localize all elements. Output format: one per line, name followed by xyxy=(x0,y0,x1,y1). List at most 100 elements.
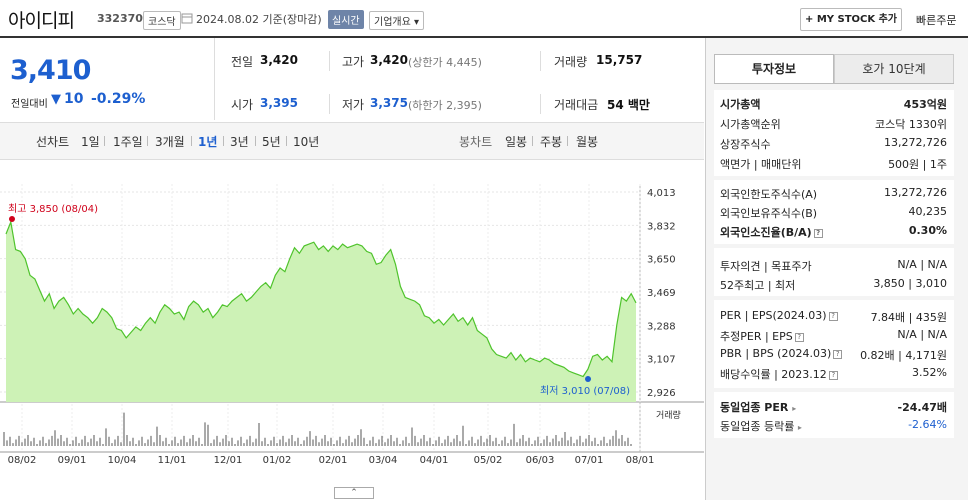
prev-close-label: 전일 xyxy=(231,55,254,69)
listed-shares-value: 13,272,726 xyxy=(884,136,947,149)
help-icon[interactable]: ? xyxy=(794,332,804,342)
high-label: 고가 xyxy=(342,55,365,69)
x-tick-label: 02/01 xyxy=(319,455,348,466)
volume-label: 거래량 xyxy=(656,409,681,421)
foreign-limit-label: 외국인한도주식수(A) xyxy=(720,188,818,201)
foreign-ratio-label: 외국인소진율(B/A)? xyxy=(720,224,823,240)
market-cap-rank-label: 시가총액순위 xyxy=(720,118,781,131)
calendar-icon xyxy=(181,13,193,24)
y-tick-label: 3,469 xyxy=(647,288,676,299)
per-eps-value: 7.84배 | 435원 xyxy=(870,311,947,324)
help-icon[interactable]: ? xyxy=(833,349,843,359)
period-3y[interactable]: 3년 xyxy=(230,135,249,149)
foreign-section xyxy=(714,180,954,244)
market-tag: 코스닥 xyxy=(143,11,181,30)
company-info-dropdown[interactable]: 기업개요 ▾ xyxy=(369,11,424,30)
52w-value: 3,850 | 3,010 xyxy=(873,277,947,290)
down-arrow-icon: ▼ xyxy=(51,92,61,107)
price-chart[interactable]: 4,013 3,832 3,650 3,469 3,288 3,107 2,926 08/0… xyxy=(0,170,704,486)
help-icon[interactable]: ? xyxy=(828,370,838,380)
realtime-badge[interactable]: 실시간 xyxy=(328,10,364,29)
stock-name: 아이디피 xyxy=(8,10,75,32)
low-marker xyxy=(585,376,591,382)
quote-divider xyxy=(329,51,330,71)
x-tick-label: 06/03 xyxy=(526,455,555,466)
y-tick-label: 3,107 xyxy=(647,355,676,366)
volume-label: 거래량 xyxy=(554,55,588,69)
low-value: 3,375 xyxy=(370,96,408,110)
quote-divider xyxy=(329,94,330,114)
foreign-ratio-value: 0.30% xyxy=(908,224,947,237)
foreign-held-value: 40,235 xyxy=(908,205,948,218)
amount-label: 거래대금 xyxy=(554,98,599,112)
x-tick-label: 05/02 xyxy=(474,455,503,466)
low-annotation: 최저 3,010 (07/08) xyxy=(540,385,630,397)
price-line xyxy=(5,219,637,378)
candle-monthly[interactable]: 월봉 xyxy=(576,135,599,149)
period-separator xyxy=(567,136,568,146)
period-bar xyxy=(0,122,704,160)
candle-daily[interactable]: 일봉 xyxy=(505,135,528,149)
period-1y[interactable]: 1년 xyxy=(198,135,218,149)
period-separator xyxy=(286,136,287,146)
high-annotation: 최고 3,850 (08/04) xyxy=(8,203,98,215)
par-value-label: 액면가 | 매매단위 xyxy=(720,158,802,171)
change-value: 10 xyxy=(64,91,84,107)
sector-per-value: -24.47배 xyxy=(897,401,947,414)
period-separator xyxy=(255,136,256,146)
upper-limit: (상한가 4,445) xyxy=(408,56,482,69)
tab-invest-info[interactable]: 투자정보 xyxy=(714,54,834,84)
valuation-section xyxy=(714,300,954,388)
foreign-limit-value: 13,272,726 xyxy=(884,186,947,199)
market-cap-rank-value: 코스닥 1330위 xyxy=(875,118,947,131)
low-label: 저가 xyxy=(342,98,365,112)
tab-order-book[interactable]: 호가 10단계 xyxy=(834,54,954,84)
high-marker xyxy=(9,216,15,222)
y-tick-label: 3,650 xyxy=(647,255,676,266)
x-tick-label: 10/04 xyxy=(108,455,137,466)
par-value-value: 500원 | 1주 xyxy=(888,158,947,171)
chart-collapse-handle[interactable]: ⌃ xyxy=(334,487,374,499)
sector-change-label: 동일업종 등락률 ▸ xyxy=(720,420,802,433)
price-divider xyxy=(214,38,215,120)
opinion-label: 투자의견 | 목표주가 xyxy=(720,260,812,273)
52w-label: 52주최고 | 최저 xyxy=(720,279,796,292)
period-1w[interactable]: 1주일 xyxy=(113,135,143,149)
base-date: 2024.08.02 기준(장마감) xyxy=(196,13,322,26)
quick-order-link[interactable]: 빠른주문 xyxy=(916,14,957,27)
help-icon[interactable]: ? xyxy=(828,311,838,321)
opinion-value: N/A | N/A xyxy=(897,258,947,271)
y-tick-label: 4,013 xyxy=(647,188,676,199)
market-cap-section xyxy=(714,90,954,176)
dividend-label: 배당수익률 | 2023.12? xyxy=(720,366,838,382)
period-1d[interactable]: 1일 xyxy=(81,135,100,149)
x-tick-label: 08/02 xyxy=(8,455,37,466)
x-tick-label: 09/01 xyxy=(58,455,87,466)
y-tick-label: 3,832 xyxy=(647,221,676,232)
period-10y[interactable]: 10년 xyxy=(293,135,320,149)
period-5y[interactable]: 5년 xyxy=(262,135,281,149)
y-tick-label: 2,926 xyxy=(647,388,676,399)
period-separator xyxy=(532,136,533,146)
x-tick-label: 08/01 xyxy=(626,455,655,466)
period-separator xyxy=(147,136,148,146)
market-cap-value: 453억원 xyxy=(903,98,947,111)
header-divider xyxy=(0,36,968,38)
foreign-held-label: 외국인보유주식수(B) xyxy=(720,207,818,220)
change-label: 전일대비 xyxy=(11,99,48,110)
pbr-bps-label: PBR | BPS (2024.03)? xyxy=(720,347,843,360)
add-mystock-button[interactable]: + MY STOCK 추가 xyxy=(800,8,902,31)
lower-limit: (하한가 2,395) xyxy=(408,99,482,112)
help-icon[interactable]: ? xyxy=(813,228,823,238)
est-per-label: 추정PER | EPS? xyxy=(720,328,804,344)
amount-value: 54 백만 xyxy=(607,98,650,112)
x-tick-label: 07/01 xyxy=(575,455,604,466)
quote-divider xyxy=(540,94,541,114)
tab-underline xyxy=(714,83,954,84)
x-tick-label: 11/01 xyxy=(158,455,187,466)
x-tick-label: 03/04 xyxy=(369,455,398,466)
period-3m[interactable]: 3개월 xyxy=(155,135,185,149)
candle-chart-label: 봉차트 xyxy=(459,135,493,149)
candle-weekly[interactable]: 주봉 xyxy=(540,135,563,149)
change-percent: -0.29% xyxy=(91,91,146,107)
